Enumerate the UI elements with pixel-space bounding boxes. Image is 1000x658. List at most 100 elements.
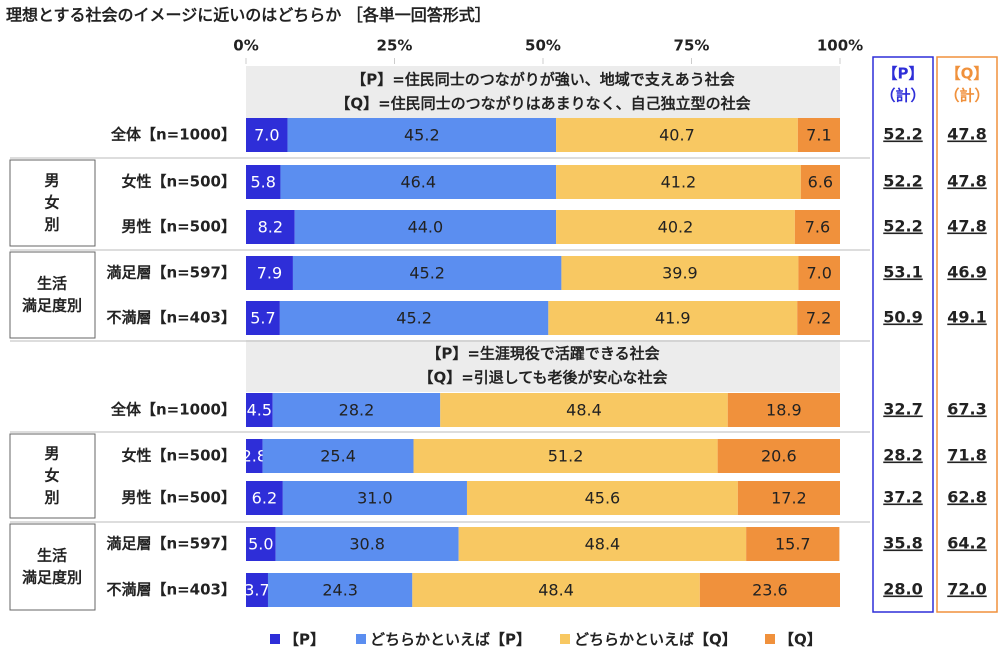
total-value: 47.8 — [947, 125, 986, 144]
bar-segment — [246, 481, 283, 515]
legend-swatch — [560, 634, 570, 644]
panel-header-line: 【P】=生涯現役で活躍できる社会 — [426, 345, 659, 363]
total-value: 46.9 — [947, 263, 986, 282]
value-label: 7.2 — [806, 309, 831, 328]
bar-segment — [246, 118, 288, 152]
y-tick-label: 男性【n=500】 — [121, 489, 236, 507]
x-tick-label: 50% — [525, 37, 561, 55]
bar-segment — [280, 165, 557, 199]
total-value: 32.7 — [883, 400, 922, 419]
bar-segment — [798, 256, 840, 290]
value-label: 5.0 — [248, 535, 273, 554]
bar-segment — [272, 393, 441, 427]
y-tick-label: 不満層【n=403】 — [106, 309, 236, 327]
bar-segment — [292, 256, 562, 290]
value-label: 15.7 — [775, 535, 811, 554]
total-value: 71.8 — [947, 446, 986, 465]
y-tick-label: 女性【n=500】 — [121, 173, 236, 191]
total-value: 67.3 — [947, 400, 986, 419]
value-label: 17.2 — [771, 489, 807, 508]
x-tick-label: 100% — [817, 37, 863, 55]
panel-header-line: 【Q】=住民同士のつながりはあまりなく、自己独立型の社会 — [335, 95, 750, 113]
legend-swatch — [765, 634, 775, 644]
value-label: 46.4 — [400, 173, 436, 192]
group-label: 別 — [43, 216, 59, 234]
bar-segment — [246, 439, 263, 473]
value-label: 7.0 — [254, 126, 279, 145]
value-label: 39.9 — [662, 264, 698, 283]
value-label: 18.9 — [766, 401, 802, 420]
bar-segment — [717, 439, 840, 473]
value-label: 45.2 — [409, 264, 445, 283]
value-label: 45.2 — [396, 309, 432, 328]
bar-segment — [797, 118, 840, 152]
totals-box — [936, 56, 998, 613]
totals-box — [872, 56, 934, 613]
bar-segment — [282, 481, 467, 515]
totals-header: （計） — [880, 87, 925, 105]
bar-segment — [246, 393, 273, 427]
legend-label: どちらかといえば【P】 — [370, 631, 531, 649]
total-value: 53.1 — [883, 263, 922, 282]
bar-segment — [412, 573, 700, 607]
x-tick-label: 25% — [377, 37, 413, 55]
total-value: 28.2 — [883, 446, 922, 465]
y-tick-label: 全体【n=1000】 — [110, 401, 236, 419]
value-label: 45.2 — [404, 126, 440, 145]
y-tick-label: 不満層【n=403】 — [106, 581, 236, 599]
value-label: 48.4 — [585, 535, 621, 554]
value-label: 24.3 — [322, 581, 358, 600]
y-tick-label: 女性【n=500】 — [121, 447, 236, 465]
bar-segment — [797, 301, 840, 335]
value-label: 7.9 — [257, 264, 282, 283]
bar-segment — [287, 118, 557, 152]
group-box — [9, 251, 96, 339]
total-value: 64.2 — [947, 534, 986, 553]
totals-header: 【P】 — [883, 65, 924, 83]
total-value: 62.8 — [947, 488, 986, 507]
bar-segment — [556, 118, 798, 152]
value-label: 25.4 — [320, 447, 356, 466]
bar-segment — [561, 256, 799, 290]
panel-header-bg — [246, 340, 840, 392]
value-label: 8.2 — [258, 218, 283, 237]
value-label: 30.8 — [349, 535, 385, 554]
group-box — [9, 523, 96, 611]
bar-segment — [275, 527, 459, 561]
bar-segment — [246, 210, 295, 244]
value-label: 40.2 — [658, 218, 694, 237]
bar-segment — [246, 165, 281, 199]
value-label: 3.7 — [244, 581, 269, 600]
bar-segment — [794, 210, 840, 244]
value-label: 23.6 — [752, 581, 788, 600]
value-label: 28.2 — [339, 401, 375, 420]
total-value: 52.2 — [883, 125, 922, 144]
bar-segment — [246, 256, 293, 290]
bar-segment — [458, 527, 747, 561]
bar-segment — [440, 393, 728, 427]
group-label: 満足度別 — [22, 569, 82, 587]
bar-segment — [246, 527, 276, 561]
group-label: 生活 — [37, 547, 67, 565]
totals-header: 【Q】 — [946, 65, 989, 83]
group-label: 男 — [44, 172, 59, 190]
panel-header-bg — [246, 66, 840, 118]
bar-segment — [737, 481, 840, 515]
total-value: 50.9 — [883, 308, 922, 327]
legend-label: 【P】 — [284, 631, 325, 649]
value-label: 40.7 — [659, 126, 695, 145]
value-label: 20.6 — [761, 447, 797, 466]
value-label: 7.0 — [806, 264, 831, 283]
bar-segment — [262, 439, 414, 473]
legend-label: どちらかといえば【Q】 — [574, 631, 737, 649]
panel-header-line: 【Q】=引退しても老後が安心な社会 — [418, 369, 667, 387]
group-label: 女 — [44, 194, 59, 212]
value-label: 5.8 — [250, 173, 275, 192]
group-box — [9, 159, 96, 247]
group-label: 満足度別 — [22, 297, 82, 315]
total-value: 37.2 — [883, 488, 922, 507]
bar-segment — [294, 210, 557, 244]
total-value: 52.2 — [883, 217, 922, 236]
value-label: 48.4 — [566, 401, 602, 420]
value-label: 45.6 — [585, 489, 621, 508]
